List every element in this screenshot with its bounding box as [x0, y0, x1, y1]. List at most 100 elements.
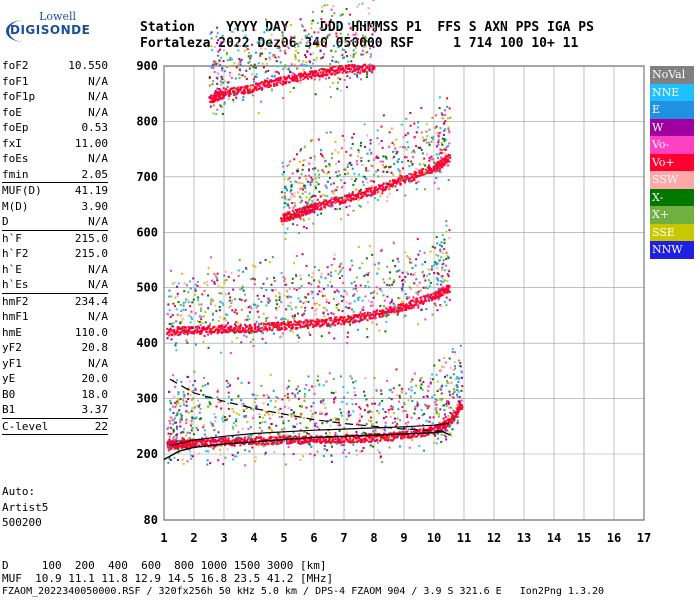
- echo-point: [192, 384, 195, 387]
- echo-point: [210, 279, 213, 282]
- echo-point: [242, 408, 245, 411]
- echo-point: [380, 188, 383, 191]
- echo-point: [353, 280, 356, 283]
- echo-point: [442, 252, 445, 255]
- echo-point: [318, 384, 321, 387]
- echo-point: [231, 299, 234, 302]
- echo-point: [421, 430, 424, 433]
- echo-point: [214, 96, 217, 99]
- echo-point: [235, 94, 238, 97]
- echo-point: [246, 90, 249, 93]
- echo-point: [340, 200, 343, 203]
- echo-point: [375, 389, 378, 392]
- echo-point: [404, 314, 407, 317]
- echo-point: [429, 377, 432, 380]
- echo-point: [425, 123, 428, 126]
- echo-point: [241, 287, 244, 290]
- echo-point: [172, 423, 175, 426]
- echo-point: [418, 444, 421, 447]
- echo-point: [377, 156, 380, 159]
- echo-point: [328, 441, 331, 444]
- x-tick-label: 5: [280, 531, 287, 545]
- echo-point: [307, 293, 310, 296]
- echo-point: [363, 317, 366, 320]
- echo-point: [367, 159, 370, 162]
- echo-point: [371, 192, 374, 195]
- echo-point: [346, 440, 349, 443]
- echo-point: [339, 408, 342, 411]
- echo-point: [178, 409, 181, 412]
- echo-point: [216, 272, 219, 275]
- echo-point: [175, 404, 178, 407]
- echo-point: [327, 313, 330, 316]
- echo-point: [400, 434, 403, 437]
- echo-point: [172, 395, 175, 398]
- echo-point: [202, 424, 205, 427]
- echo-point: [275, 322, 278, 325]
- echo-point: [225, 52, 228, 55]
- echo-point: [233, 92, 236, 95]
- echo-point: [203, 440, 206, 443]
- echo-point: [291, 439, 294, 442]
- echo-point: [190, 332, 193, 335]
- echo-point: [425, 173, 428, 176]
- echo-point: [295, 321, 298, 324]
- echo-point: [439, 427, 442, 430]
- echo-point: [245, 69, 248, 72]
- echo-point: [295, 439, 298, 442]
- echo-point: [400, 307, 403, 310]
- echo-point: [280, 220, 283, 223]
- echo-point: [437, 134, 440, 137]
- echo-point: [377, 175, 380, 178]
- echo-point: [400, 437, 403, 440]
- echo-point: [211, 423, 214, 426]
- echo-point: [180, 309, 183, 312]
- echo-point: [445, 304, 448, 307]
- echo-point: [218, 440, 221, 443]
- echo-point: [246, 306, 249, 309]
- param-row: B1 3.37: [2, 402, 108, 419]
- echo-point: [423, 188, 426, 191]
- echo-point: [328, 163, 331, 166]
- echo-point: [233, 328, 236, 331]
- echo-point: [367, 272, 370, 275]
- echo-point: [287, 212, 290, 215]
- echo-point: [330, 441, 333, 444]
- echo-point: [398, 396, 401, 399]
- echo-point: [373, 402, 376, 405]
- echo-point: [267, 442, 270, 445]
- echo-point: [232, 288, 235, 291]
- echo-point: [312, 402, 315, 405]
- echo-point: [255, 330, 258, 333]
- echo-point: [314, 411, 317, 414]
- echo-point: [346, 318, 349, 321]
- echo-point: [405, 296, 408, 299]
- echo-point: [228, 74, 231, 77]
- echo-point: [305, 227, 308, 230]
- echo-point: [389, 306, 392, 309]
- echo-point: [257, 304, 260, 307]
- echo-point: [239, 327, 242, 330]
- echo-point: [310, 283, 313, 286]
- echo-point: [407, 421, 410, 424]
- echo-point: [354, 439, 357, 442]
- echo-point: [192, 298, 195, 301]
- echo-point: [174, 333, 177, 336]
- echo-point: [342, 299, 345, 302]
- param-row: B0 18.0: [2, 387, 108, 403]
- echo-point: [214, 440, 217, 443]
- echo-point: [254, 328, 257, 331]
- echo-point: [229, 56, 232, 59]
- echo-point: [374, 429, 377, 432]
- echo-point: [300, 404, 303, 407]
- echo-point: [177, 326, 180, 329]
- echo-point: [410, 261, 413, 264]
- echo-point: [220, 75, 223, 78]
- echo-point: [215, 113, 218, 116]
- echo-point: [360, 314, 363, 317]
- echo-point: [429, 158, 432, 161]
- echo-point: [402, 410, 405, 413]
- echo-point: [422, 395, 425, 398]
- echo-point: [381, 290, 384, 293]
- echo-point: [399, 172, 402, 175]
